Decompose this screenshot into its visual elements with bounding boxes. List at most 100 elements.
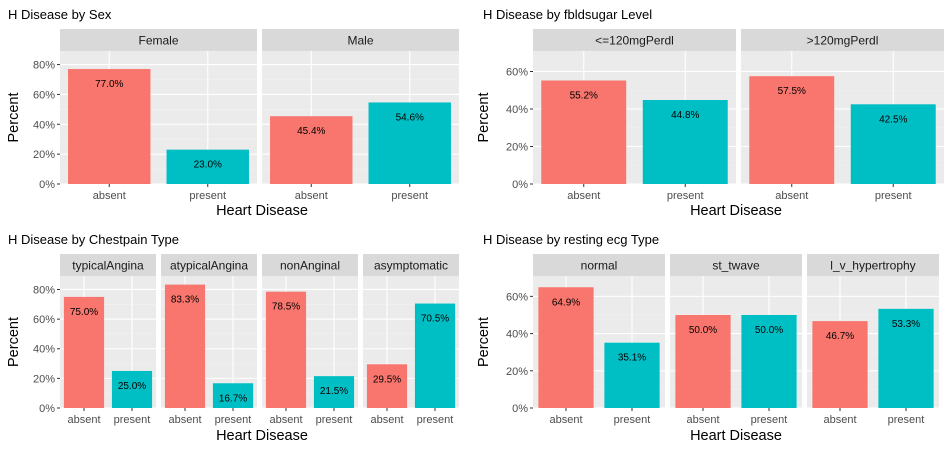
x-axis-title: Heart Disease [690, 203, 782, 219]
bar-value-label: 35.1% [618, 353, 646, 364]
chart-3: H Disease by resting ecg Type normal 64.9%… [476, 232, 939, 444]
facet-panel: asymptomatic 29.5% absent 70.5% present [363, 254, 459, 426]
y-tick-label: 40% [506, 329, 528, 341]
facet-strip-label: atypicalAngina [170, 259, 248, 273]
x-tick-label: present [875, 190, 912, 202]
x-tick-label: absent [823, 414, 856, 426]
bar-present [212, 383, 254, 408]
bar-absent [270, 116, 353, 184]
bar-absent [538, 287, 594, 408]
y-tick-label: 20% [506, 142, 528, 154]
facet-panel: Male 45.4% absent 54.6% present [262, 29, 459, 202]
x-tick-label: absent [549, 414, 582, 426]
x-tick-label: present [417, 414, 454, 426]
facet-strip-label: nonAnginal [280, 259, 340, 273]
y-tick-label: 60% [33, 314, 55, 326]
facet-strip-label: <=120mgPerdl [595, 34, 674, 48]
bar-value-label: 53.3% [892, 319, 920, 330]
chart-title: H Disease by Chestpain Type [8, 232, 179, 247]
bar-value-label: 23.0% [194, 160, 222, 171]
y-tick-label: 80% [33, 60, 55, 72]
bar-absent [675, 314, 731, 408]
y-tick-label: 60% [33, 89, 55, 101]
x-tick-label: absent [295, 190, 328, 202]
bar-value-label: 50.0% [689, 325, 717, 336]
facet-strip [533, 29, 736, 51]
bar-value-label: 75.0% [70, 307, 98, 318]
facet-strip [807, 254, 939, 276]
y-tick-label: 20% [506, 366, 528, 378]
x-tick-label: present [667, 190, 704, 202]
chart-title: H Disease by resting ecg Type [483, 232, 659, 247]
bar-value-label: 25.0% [118, 381, 146, 392]
facet-panel: normal 64.9% absent 35.1% present [533, 254, 665, 426]
bar-value-label: 44.8% [671, 110, 699, 121]
y-tick-label: 20% [33, 373, 55, 385]
facet-strip [262, 29, 459, 51]
bar-absent [366, 364, 408, 408]
bar-present [878, 308, 934, 408]
x-tick-label: present [189, 190, 226, 202]
facet-strip [533, 254, 665, 276]
bar-value-label: 29.5% [373, 374, 401, 385]
x-tick-label: present [114, 414, 151, 426]
x-tick-label: absent [567, 190, 600, 202]
bar-value-label: 21.5% [320, 386, 348, 397]
x-tick-label: absent [370, 414, 403, 426]
x-tick-label: present [391, 190, 428, 202]
facet-strip [161, 254, 257, 276]
bar-absent [812, 321, 868, 408]
x-tick-label: absent [686, 414, 719, 426]
x-tick-label: absent [775, 190, 808, 202]
x-tick-label: absent [269, 414, 302, 426]
facet-strip-label: st_twave [712, 259, 760, 273]
facet-panel: l_v_hypertrophy 46.7% absent 53.3% present [807, 254, 939, 426]
facet-strip-label: >120mgPerdl [807, 34, 879, 48]
facet-panel: st_twave 50.0% absent 50.0% present [670, 254, 802, 426]
facet-strip [60, 29, 257, 51]
facet-strip [741, 29, 944, 51]
x-axis-title: Heart Disease [216, 203, 308, 219]
bar-absent [68, 69, 151, 184]
facet-strip-label: Female [138, 34, 178, 48]
bar-absent [63, 296, 105, 408]
facet-panel: >120mgPerdl 57.5% absent 42.5% present [741, 29, 944, 202]
facet-panel: nonAnginal 78.5% absent 21.5% present [262, 254, 358, 426]
bar-present [604, 342, 660, 408]
bar-absent [541, 80, 627, 184]
bar-present [741, 314, 797, 408]
bar-value-label: 55.2% [570, 91, 598, 102]
facet-panel: typicalAngina 75.0% absent 25.0% present [60, 254, 156, 426]
chart-title: H Disease by fbldsugar Level [483, 7, 652, 22]
bar-value-label: 42.5% [879, 114, 907, 125]
y-tick-label: 0% [39, 403, 55, 415]
x-tick-label: present [215, 414, 252, 426]
chart-2: H Disease by Chestpain Type typicalAngina… [6, 232, 459, 444]
x-tick-label: present [614, 414, 651, 426]
bar-present [313, 376, 355, 408]
bar-value-label: 64.9% [552, 297, 580, 308]
facet-strip [363, 254, 459, 276]
y-axis-title: Percent [476, 317, 492, 367]
x-tick-label: present [751, 414, 788, 426]
bar-value-label: 78.5% [272, 302, 300, 313]
bar-value-label: 45.4% [297, 126, 325, 137]
bar-present [368, 102, 451, 184]
x-tick-label: absent [93, 190, 126, 202]
y-tick-label: 40% [33, 344, 55, 356]
bar-value-label: 50.0% [755, 325, 783, 336]
bar-absent [265, 291, 307, 408]
y-axis-title: Percent [476, 93, 492, 143]
bar-absent [164, 284, 206, 408]
y-axis-title: Percent [6, 93, 22, 143]
bar-present [414, 303, 456, 408]
facet-panel: atypicalAngina 83.3% absent 16.7% present [161, 254, 257, 426]
bar-value-label: 46.7% [826, 331, 854, 342]
facet-panel: <=120mgPerdl 55.2% absent 44.8% present [533, 29, 736, 202]
bar-value-label: 16.7% [219, 393, 247, 404]
x-tick-label: present [888, 414, 925, 426]
bar-present [850, 104, 936, 184]
facet-strip-label: Male [347, 34, 373, 48]
x-tick-label: absent [67, 414, 100, 426]
